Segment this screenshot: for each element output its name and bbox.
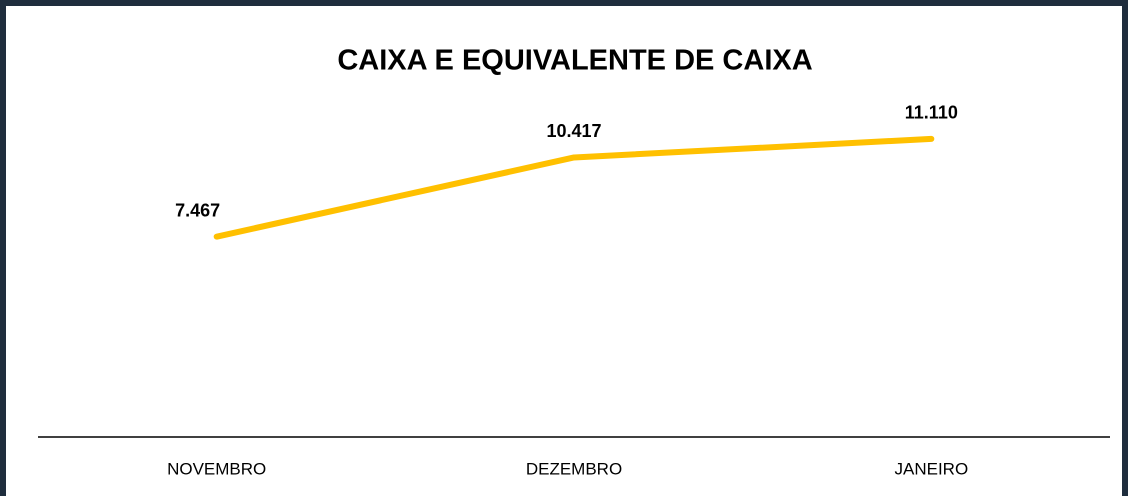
- data-label: 7.467: [175, 200, 220, 220]
- x-tick-label: NOVEMBRO: [167, 459, 266, 478]
- data-label: 10.417: [546, 121, 601, 141]
- data-label: 11.110: [905, 103, 958, 123]
- x-tick-label: DEZEMBRO: [526, 459, 622, 478]
- line-series: [213, 135, 935, 240]
- chart-title: CAIXA E EQUIVALENTE DE CAIXA: [337, 45, 812, 77]
- x-tick-label: JANEIRO: [894, 459, 968, 478]
